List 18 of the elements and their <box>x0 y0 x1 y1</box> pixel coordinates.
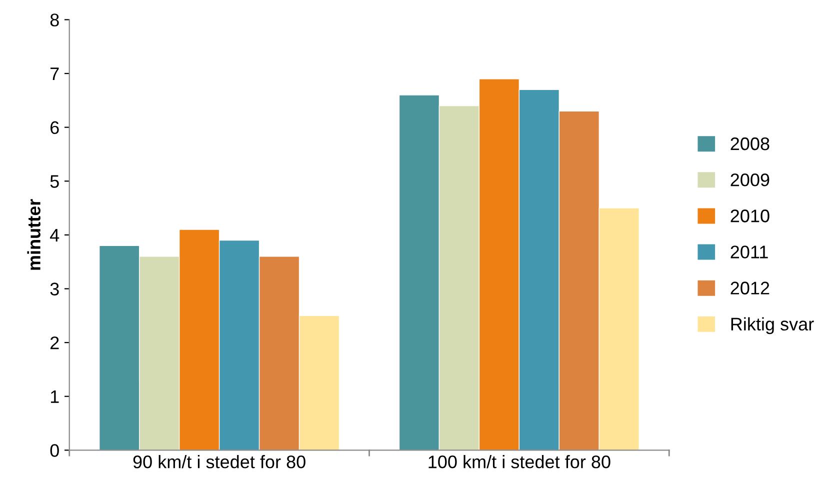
y-tick-label: 5 <box>50 175 59 188</box>
legend-label: 2011 <box>730 246 768 258</box>
x-tick-label: 100 km/t i stedet for 80 <box>428 455 610 468</box>
legend-label: Riktig svar <box>731 317 814 334</box>
legend-label: 2012 <box>730 282 770 294</box>
y-tick-label: 0 <box>50 444 59 457</box>
y-tick-label: 3 <box>50 282 59 296</box>
y-axis-title: minutter <box>27 199 40 270</box>
y-tick-label: 7 <box>50 68 59 80</box>
x-tick-label: 90 km/t i stedet for 80 <box>133 455 306 468</box>
y-tick-label: 8 <box>50 14 59 26</box>
y-tick-label: 4 <box>50 229 60 242</box>
legend-label: 2008 <box>730 137 770 150</box>
y-tick-label: 1 <box>50 390 59 403</box>
legend-label: 2010 <box>730 210 770 222</box>
y-tick-label: 2 <box>50 336 59 350</box>
y-tick-label: 6 <box>50 121 59 134</box>
legend-label: 2009 <box>730 173 770 186</box>
